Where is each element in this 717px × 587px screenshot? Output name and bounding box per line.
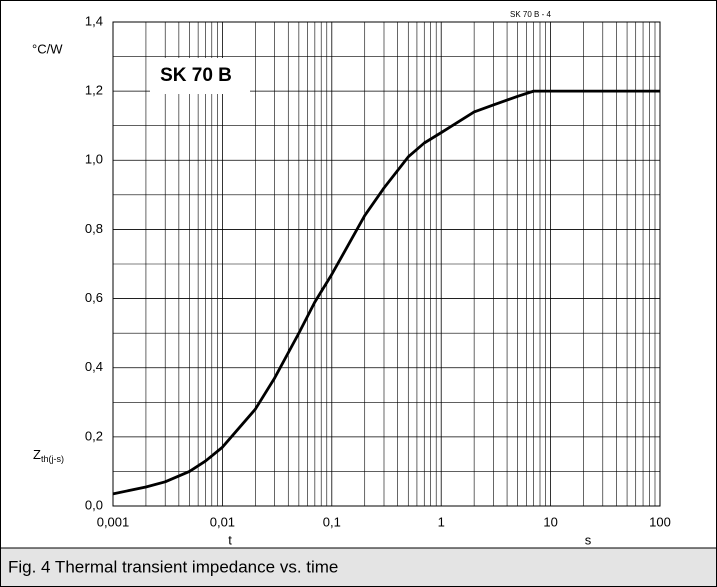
x-tick-label: 0,1 (323, 514, 341, 529)
y-tick-label: 0,6 (85, 290, 103, 305)
x-tick-label: 0,01 (210, 514, 235, 529)
x-unit: s (585, 532, 592, 547)
y-unit: °C/W (32, 41, 63, 56)
line (112, 89, 660, 496)
y-tick-label: 0,4 (85, 359, 103, 374)
y-label-sub: th(j-s) (41, 454, 64, 464)
title-bg (150, 58, 250, 94)
x-label: t (228, 532, 232, 547)
y-tick-label: 0,2 (85, 428, 103, 443)
x-tick-label: 0,001 (97, 514, 130, 529)
y-tick-label: 0,8 (85, 221, 103, 236)
y-tick-label: 1,0 (85, 152, 103, 167)
plot: 0,001 0,01 0,1 1 10 100 0,0 0,2 0,4 0,6 0,8 1,0 1,2 1… (85, 13, 671, 529)
x-tick-label: 100 (649, 514, 671, 529)
y-label: Zth(j-s) (33, 447, 64, 464)
y-tick-label: 1,2 (85, 83, 103, 98)
chart-title: SK 70 B (160, 65, 232, 86)
caption-bg (1, 548, 716, 586)
caption: Fig. 4 Thermal transient impedance vs. t… (8, 557, 338, 576)
y-label-main: Z (33, 447, 41, 462)
corner-label: SK 70 B - 4 (510, 10, 551, 19)
x-tick-label: 10 (543, 514, 557, 529)
y-tick-label: 1,4 (85, 13, 103, 28)
x-tick-label: 1 (438, 514, 445, 529)
y-tick-label: 0,0 (85, 497, 103, 512)
